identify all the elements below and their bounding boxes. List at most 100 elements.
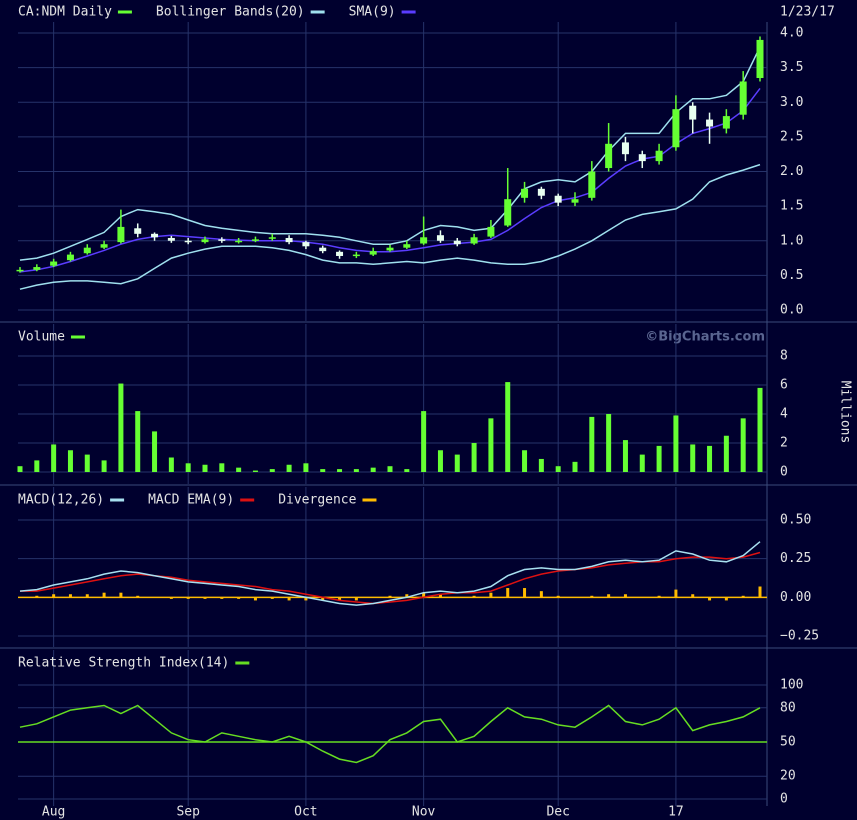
x-tick-label: Dec [546, 805, 569, 820]
legend-label: Relative Strength Index(14) [18, 656, 229, 671]
legend-label: SMA(9) [349, 5, 396, 20]
divergence-bar [708, 597, 712, 601]
divergence-bar [523, 588, 527, 598]
volume-bar [437, 450, 443, 472]
volume-bar [673, 415, 679, 472]
candle-body [319, 247, 327, 252]
candle-body [420, 237, 428, 244]
y-tick-label: −0.25 [780, 629, 819, 644]
divergence-bar [119, 592, 123, 598]
volume-bar [538, 458, 544, 472]
volume-bar [370, 467, 376, 472]
y-axis-label: Millions [838, 381, 853, 444]
divergence-bar [68, 594, 72, 598]
y-tick-label: 50 [780, 735, 796, 750]
volume-bar [471, 443, 477, 472]
y-tick-label: 2 [780, 436, 788, 451]
y-tick-label: 1.5 [780, 199, 803, 214]
y-tick-label: 0.00 [780, 590, 811, 605]
candle-body [571, 199, 579, 203]
volume-bar [219, 463, 225, 472]
candle-body [285, 237, 293, 243]
y-tick-label: 3.0 [780, 95, 803, 110]
divergence-bar [186, 597, 190, 599]
volume-bar [572, 461, 578, 472]
volume-bar [488, 418, 494, 472]
volume-bar [320, 469, 326, 472]
candle-body [436, 235, 444, 241]
divergence-bar [102, 592, 106, 598]
y-tick-label: 8 [780, 349, 788, 364]
y-tick-label: 6 [780, 378, 788, 393]
volume-bar [589, 416, 595, 472]
volume-bar [17, 466, 23, 472]
divergence-bar [741, 595, 745, 598]
candle-body [453, 240, 461, 245]
candle-body [554, 195, 562, 203]
y-tick-label: 0 [780, 465, 788, 480]
candle-body [167, 237, 175, 241]
y-tick-label: 80 [780, 700, 796, 715]
indicator-line [19, 704, 761, 764]
bollinger-upper [19, 46, 761, 261]
candle-body [235, 240, 243, 243]
volume-bar [135, 411, 141, 472]
volume-bar [639, 454, 645, 472]
divergence-bar [136, 595, 140, 598]
candle-body [66, 254, 74, 261]
x-tick-label: Oct [294, 805, 317, 820]
divergence-bar [220, 597, 224, 599]
candle-body [621, 142, 629, 155]
divergence-bar [354, 597, 358, 601]
divergence-bar [607, 594, 611, 598]
candle-body [218, 239, 226, 241]
candle-body [386, 247, 394, 251]
candle-body [689, 105, 697, 120]
y-tick-label: 1.0 [780, 233, 803, 248]
candle-body [251, 239, 259, 241]
volume-bar [522, 450, 528, 472]
candle-body [117, 226, 125, 243]
y-tick-label: 0.50 [780, 513, 811, 528]
volume-bar [404, 469, 410, 472]
volume-bar [269, 469, 275, 472]
x-tick-label: Sep [176, 805, 200, 820]
volume-bar [286, 464, 292, 472]
candle-body [487, 226, 495, 237]
volume-bar [606, 414, 612, 472]
candle-body [302, 242, 310, 247]
divergence-bar [321, 597, 325, 601]
divergence-bar [691, 594, 695, 598]
divergence-bar [169, 597, 173, 599]
legend-label: Bollinger Bands(20) [156, 5, 305, 20]
y-tick-label: 0.5 [780, 268, 803, 283]
divergence-bar [422, 592, 426, 598]
divergence-bar [338, 597, 342, 601]
candle-body [672, 109, 680, 148]
y-tick-label: 0.0 [780, 303, 803, 318]
divergence-bar [35, 595, 39, 598]
y-tick-label: 2.0 [780, 164, 803, 179]
volume-bar [555, 466, 561, 472]
divergence-bar [287, 597, 291, 601]
candle-body [134, 228, 142, 234]
candle-body [504, 199, 512, 226]
divergence-bar [438, 594, 442, 598]
divergence-bar [388, 595, 392, 598]
divergence-bar [270, 597, 274, 599]
volume-bar [387, 466, 393, 472]
candle-body [369, 251, 377, 255]
volume-bar [51, 444, 57, 472]
divergence-bar [758, 586, 762, 598]
candle-body [151, 233, 159, 238]
candle-body [16, 269, 24, 272]
x-tick-label: Nov [412, 805, 436, 820]
volume-bar [152, 431, 158, 472]
y-tick-label: 0.25 [780, 551, 811, 566]
divergence-bar [674, 589, 678, 598]
y-tick-label: 3.5 [780, 60, 803, 75]
candle-body [756, 39, 764, 79]
divergence-bar [556, 595, 560, 598]
y-tick-label: 20 [780, 769, 796, 784]
